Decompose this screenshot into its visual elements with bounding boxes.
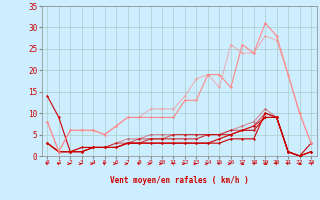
X-axis label: Vent moyen/en rafales ( km/h ): Vent moyen/en rafales ( km/h ) bbox=[110, 176, 249, 185]
